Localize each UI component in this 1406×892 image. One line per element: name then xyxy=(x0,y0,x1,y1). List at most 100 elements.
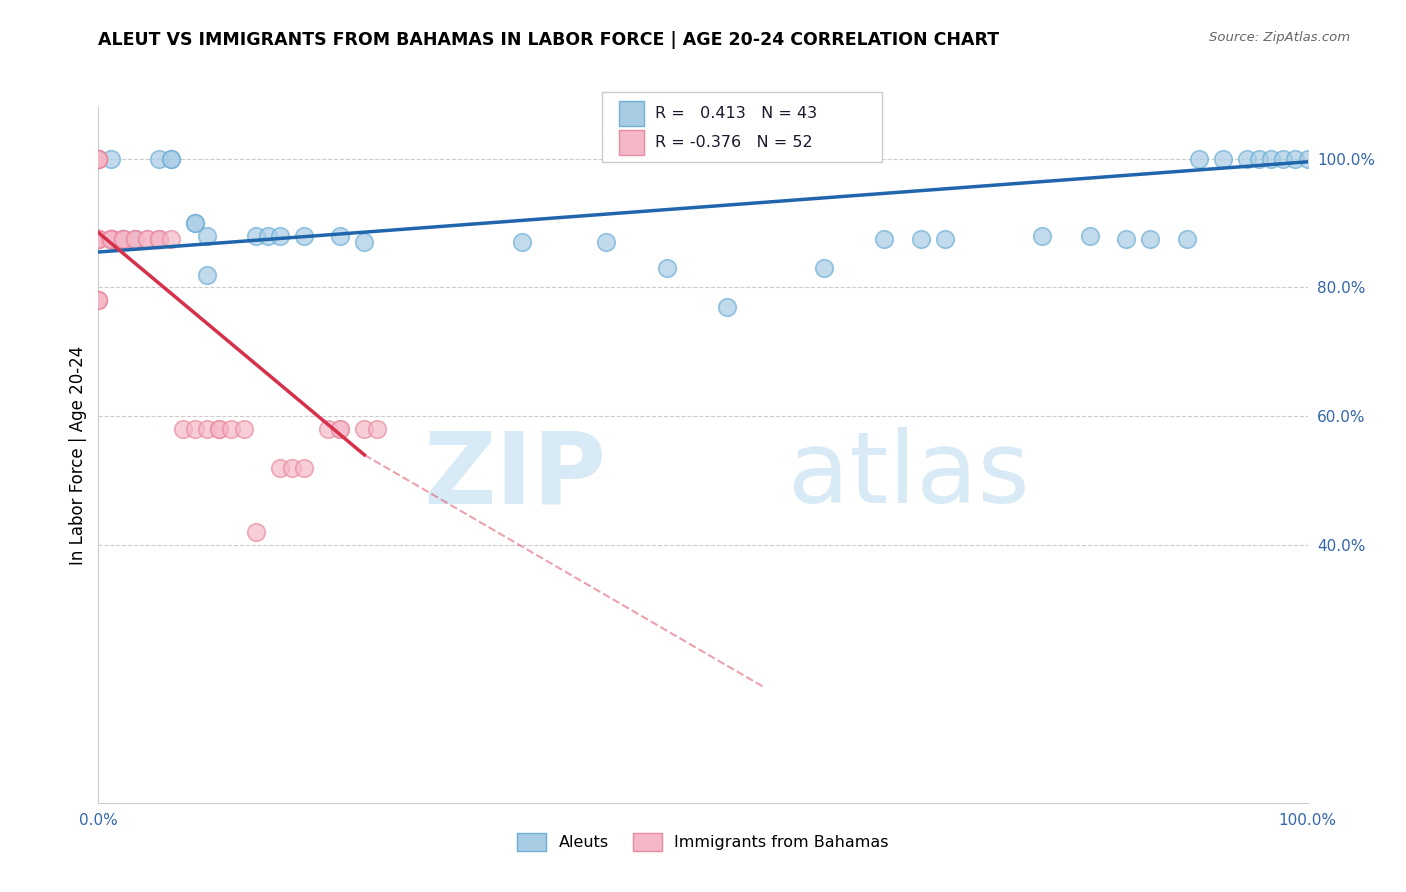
Point xyxy=(87,232,110,246)
Point xyxy=(184,216,207,230)
Point xyxy=(195,268,218,282)
Point xyxy=(873,232,896,246)
Point xyxy=(1115,232,1137,246)
Point xyxy=(1031,228,1053,243)
Point xyxy=(934,232,956,246)
Point xyxy=(1272,152,1295,166)
Point xyxy=(195,228,218,243)
Text: R = -0.376   N = 52: R = -0.376 N = 52 xyxy=(655,136,813,150)
Legend: Aleuts, Immigrants from Bahamas: Aleuts, Immigrants from Bahamas xyxy=(510,826,896,857)
Text: ZIP: ZIP xyxy=(423,427,606,524)
Point xyxy=(100,232,122,246)
Point xyxy=(208,422,231,436)
Point xyxy=(1139,232,1161,246)
Point xyxy=(910,232,932,246)
Point xyxy=(292,460,315,475)
Point xyxy=(87,232,110,246)
Point xyxy=(100,232,122,246)
Point xyxy=(160,152,183,166)
Point xyxy=(87,293,110,308)
Point xyxy=(111,232,134,246)
Point xyxy=(716,300,738,314)
Point xyxy=(124,232,146,246)
Point xyxy=(87,232,110,246)
Point xyxy=(100,152,122,166)
Point xyxy=(111,232,134,246)
Point xyxy=(87,152,110,166)
Point xyxy=(353,422,375,436)
Point xyxy=(160,232,183,246)
Point xyxy=(269,228,291,243)
Point xyxy=(510,235,533,250)
Point xyxy=(87,152,110,166)
Point xyxy=(1078,228,1101,243)
Point xyxy=(256,228,278,243)
Point xyxy=(100,232,122,246)
Text: Source: ZipAtlas.com: Source: ZipAtlas.com xyxy=(1209,31,1350,45)
Point xyxy=(111,232,134,246)
Text: ALEUT VS IMMIGRANTS FROM BAHAMAS IN LABOR FORCE | AGE 20-24 CORRELATION CHART: ALEUT VS IMMIGRANTS FROM BAHAMAS IN LABO… xyxy=(98,31,1000,49)
Point xyxy=(87,232,110,246)
Point xyxy=(1188,152,1211,166)
Point xyxy=(87,152,110,166)
Point xyxy=(1236,152,1258,166)
Point xyxy=(111,232,134,246)
Point xyxy=(269,460,291,475)
Point xyxy=(87,232,110,246)
Point xyxy=(329,422,352,436)
Point xyxy=(100,232,122,246)
Point xyxy=(87,232,110,246)
Point xyxy=(100,232,122,246)
Point xyxy=(1284,152,1306,166)
Point xyxy=(148,232,170,246)
Point xyxy=(353,235,375,250)
Point xyxy=(124,232,146,246)
Point xyxy=(208,422,231,436)
Point xyxy=(87,232,110,246)
Point xyxy=(195,422,218,436)
Point xyxy=(245,228,267,243)
Point xyxy=(595,235,617,250)
Point xyxy=(124,232,146,246)
Point xyxy=(100,232,122,246)
Point xyxy=(316,422,339,436)
Point xyxy=(87,152,110,166)
Point xyxy=(124,232,146,246)
Point xyxy=(87,293,110,308)
Point xyxy=(232,422,254,436)
Point xyxy=(87,293,110,308)
Point xyxy=(184,216,207,230)
Point xyxy=(281,460,304,475)
Point xyxy=(329,228,352,243)
Point xyxy=(292,228,315,243)
Point xyxy=(87,232,110,246)
Point xyxy=(111,232,134,246)
Point xyxy=(87,232,110,246)
Y-axis label: In Labor Force | Age 20-24: In Labor Force | Age 20-24 xyxy=(69,345,87,565)
Point xyxy=(148,232,170,246)
Point xyxy=(1296,152,1319,166)
Point xyxy=(111,232,134,246)
Point xyxy=(148,232,170,246)
Point xyxy=(184,422,207,436)
Text: R =   0.413   N = 43: R = 0.413 N = 43 xyxy=(655,106,817,120)
Point xyxy=(245,525,267,540)
Point xyxy=(87,152,110,166)
Point xyxy=(1249,152,1271,166)
Point xyxy=(87,152,110,166)
Point xyxy=(87,232,110,246)
Point xyxy=(160,152,183,166)
Point xyxy=(655,261,678,276)
Point xyxy=(1260,152,1282,166)
Point xyxy=(135,232,157,246)
Point xyxy=(1175,232,1198,246)
Point xyxy=(148,152,170,166)
Point xyxy=(100,232,122,246)
Point xyxy=(100,232,122,246)
Point xyxy=(329,422,352,436)
Point xyxy=(135,232,157,246)
Point xyxy=(813,261,835,276)
Point xyxy=(172,422,194,436)
Point xyxy=(1212,152,1234,166)
Text: atlas: atlas xyxy=(787,427,1029,524)
